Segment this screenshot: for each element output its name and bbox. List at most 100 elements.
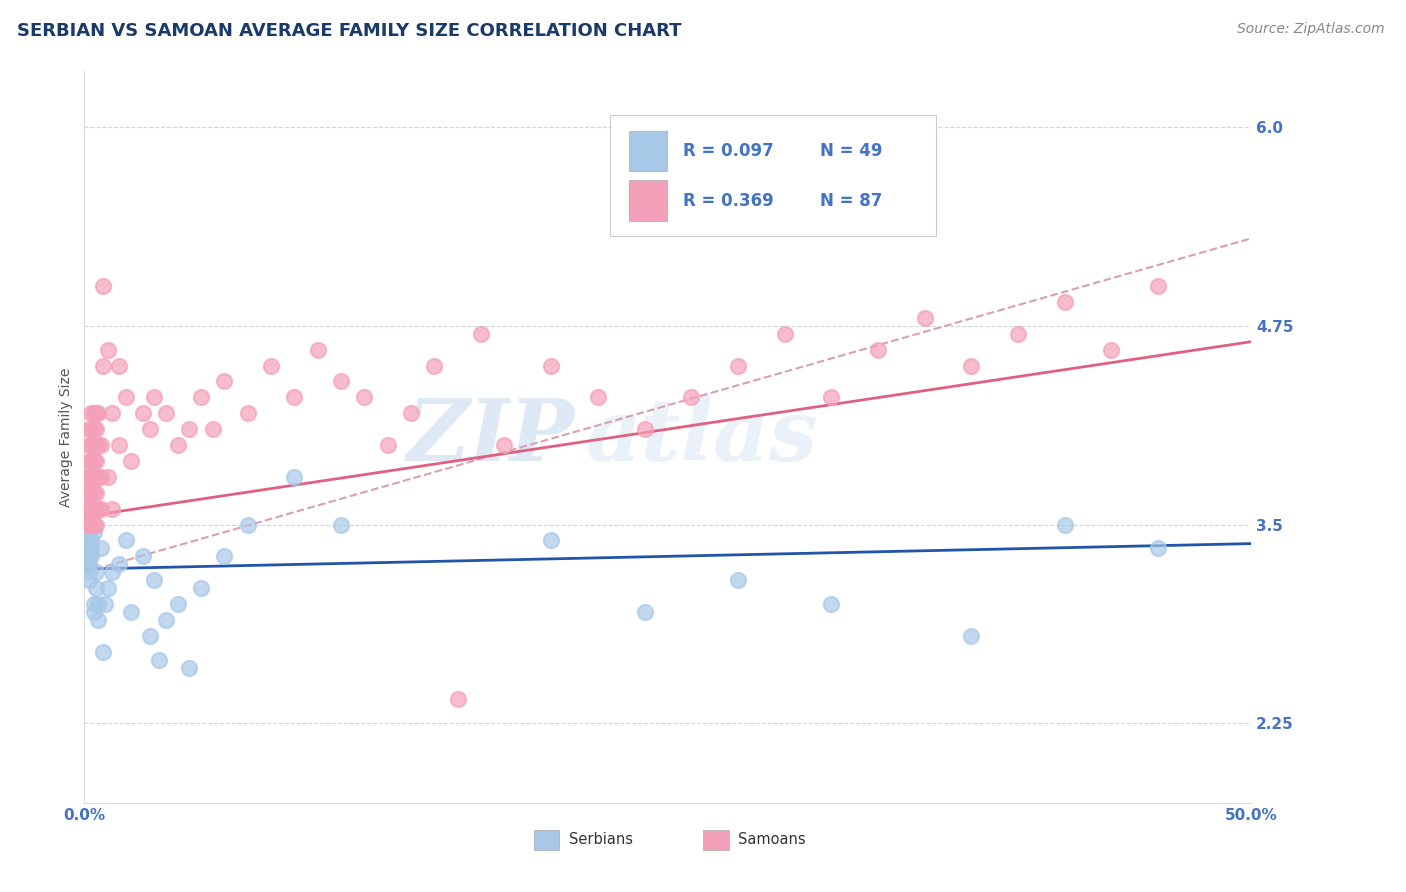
Point (94, 597, 117, 611)
Point (108, 438, 131, 452)
Point (80, 501, 103, 516)
Point (138, 629, 160, 643)
Point (727, 573, 749, 587)
Point (84, 438, 107, 452)
Point (77, 485, 100, 500)
Text: Serbians: Serbians (568, 832, 633, 847)
Text: R = 0.369: R = 0.369 (683, 192, 773, 210)
Point (83, 454, 105, 468)
Point (179, 422, 201, 436)
Point (84, 566, 107, 580)
Point (87, 501, 110, 516)
Point (83, 470, 105, 484)
Point (470, 326, 492, 341)
Point (283, 390, 305, 404)
Point (80, 541, 103, 556)
Point (236, 406, 259, 420)
Point (90, 438, 112, 452)
Point (143, 390, 166, 404)
Point (77, 566, 100, 580)
Point (77, 517, 100, 532)
Point (540, 533, 562, 548)
Point (97, 470, 120, 484)
Point (1147, 279, 1170, 293)
Point (115, 533, 138, 548)
Point (166, 438, 188, 452)
Point (143, 573, 166, 587)
Bar (534, 830, 560, 850)
Point (1099, 343, 1122, 357)
Point (960, 359, 983, 373)
Point (120, 454, 142, 468)
Point (76, 470, 98, 484)
Text: Source: ZipAtlas.com: Source: ZipAtlas.com (1237, 22, 1385, 37)
Point (773, 326, 796, 341)
Point (1053, 294, 1076, 309)
Point (91, 279, 114, 293)
Point (84, 422, 107, 436)
Point (1147, 541, 1170, 556)
Point (80, 485, 103, 500)
Text: atlas: atlas (586, 395, 818, 479)
Point (80, 454, 103, 468)
Point (77, 501, 100, 516)
Point (914, 310, 936, 325)
Point (97, 343, 120, 357)
Point (101, 566, 124, 580)
Point (87, 597, 110, 611)
Point (155, 613, 177, 627)
Point (87, 438, 110, 452)
Point (307, 343, 329, 357)
Point (115, 390, 138, 404)
Point (80, 549, 103, 564)
Point (190, 390, 212, 404)
Bar (630, 130, 666, 170)
Point (83, 605, 105, 619)
Point (83, 525, 105, 540)
Point (76, 501, 98, 516)
Y-axis label: Average Family Size: Average Family Size (59, 368, 73, 507)
Point (120, 605, 142, 619)
Point (87, 406, 110, 420)
Text: N = 49: N = 49 (820, 142, 882, 160)
Point (166, 597, 188, 611)
Point (77, 573, 100, 587)
Point (76, 541, 98, 556)
Point (77, 525, 100, 540)
Point (97, 581, 120, 595)
Point (84, 470, 107, 484)
Point (80, 422, 103, 436)
Point (84, 485, 107, 500)
Point (330, 375, 353, 389)
Point (83, 501, 105, 516)
Point (1007, 326, 1029, 341)
Point (83, 438, 105, 452)
Point (77, 558, 100, 572)
Point (80, 533, 103, 548)
Point (1053, 517, 1076, 532)
Text: ZIP: ZIP (406, 395, 575, 479)
Point (83, 517, 105, 532)
Point (108, 558, 131, 572)
Point (77, 549, 100, 564)
Point (83, 406, 105, 420)
Point (80, 406, 103, 420)
FancyBboxPatch shape (610, 115, 936, 235)
Point (586, 390, 609, 404)
Point (77, 454, 100, 468)
Point (260, 359, 283, 373)
Point (76, 558, 98, 572)
Point (330, 517, 353, 532)
Bar (630, 180, 666, 220)
Text: Samoans: Samoans (738, 832, 806, 847)
Point (84, 581, 107, 595)
Point (148, 653, 170, 667)
Point (399, 406, 422, 420)
Point (190, 581, 212, 595)
Point (90, 541, 112, 556)
Point (377, 438, 399, 452)
Point (820, 597, 842, 611)
Point (236, 517, 259, 532)
Point (101, 501, 124, 516)
Point (84, 501, 107, 516)
